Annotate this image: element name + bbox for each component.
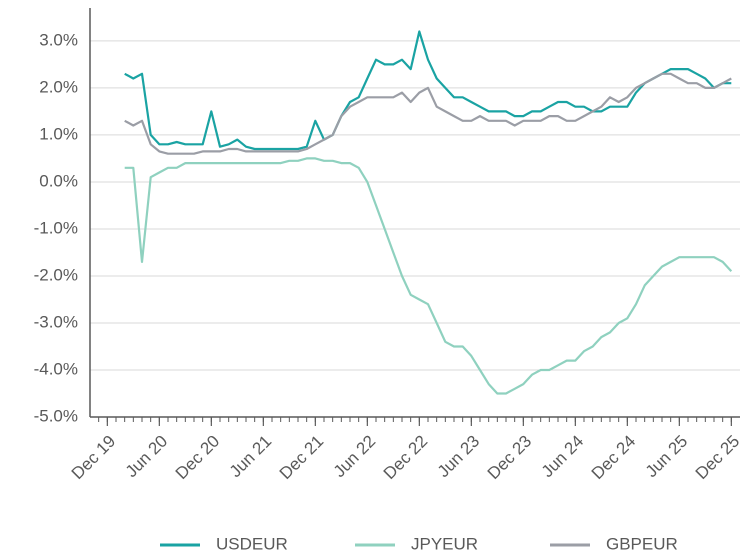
y-tick-label: -3.0% [34, 312, 78, 331]
x-tick-label: Dec 25 [692, 432, 744, 484]
y-tick-label: 3.0% [39, 30, 78, 49]
series-line [124, 30, 732, 151]
series-line [124, 157, 733, 395]
legend-label: USDEUR [216, 534, 288, 553]
x-tick-label: Jun 20 [122, 432, 172, 482]
series-line [124, 72, 732, 155]
x-tick-label: Dec 21 [276, 432, 328, 484]
x-tick-label: Dec 22 [380, 432, 432, 484]
y-tick-label: 0.0% [39, 171, 78, 190]
x-tick-label: Jun 21 [226, 432, 276, 482]
y-tick-label: -4.0% [34, 359, 78, 378]
y-tick-label: 2.0% [39, 77, 78, 96]
x-tick-label: Dec 19 [68, 432, 120, 484]
x-tick-label: Dec 23 [484, 432, 536, 484]
y-tick-label: -1.0% [34, 218, 78, 237]
x-tick-label: Jun 24 [538, 432, 588, 482]
y-tick-label: -2.0% [34, 265, 78, 284]
y-tick-label: -5.0% [34, 406, 78, 425]
y-tick-label: 1.0% [39, 124, 78, 143]
x-tick-label: Dec 24 [588, 432, 640, 484]
x-tick-label: Jun 25 [642, 432, 692, 482]
legend-label: JPYEUR [411, 534, 478, 553]
x-tick-label: Dec 20 [172, 432, 224, 484]
x-tick-label: Jun 23 [434, 432, 484, 482]
x-tick-label: Jun 22 [330, 432, 380, 482]
legend-label: GBPEUR [606, 534, 678, 553]
